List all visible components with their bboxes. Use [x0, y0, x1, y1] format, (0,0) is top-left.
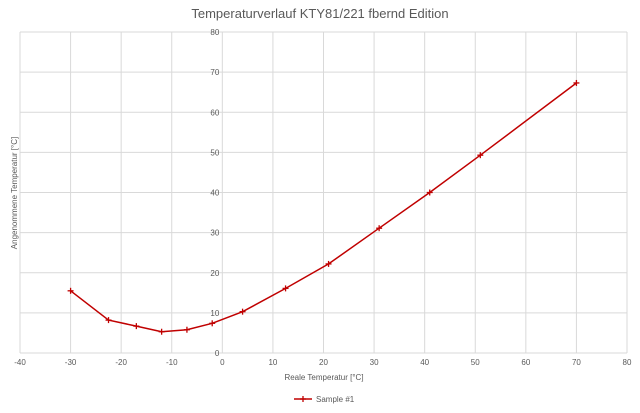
data-point — [282, 285, 289, 292]
y-tick-label: 30 — [210, 229, 219, 238]
x-tick-label: -10 — [166, 358, 178, 367]
x-axis-label: Reale Temperatur [°C] — [284, 373, 363, 382]
legend-entry-sample-1: Sample #1 — [316, 395, 355, 404]
data-point — [239, 308, 246, 315]
data-point — [209, 320, 216, 327]
y-tick-label: 20 — [210, 269, 219, 278]
data-point — [426, 189, 433, 196]
legend-swatch-marker — [300, 396, 306, 402]
x-tick-label: 50 — [471, 358, 480, 367]
y-tick-label: 10 — [210, 309, 219, 318]
data-point — [477, 152, 484, 159]
gridlines — [19, 31, 628, 354]
x-tick-label: 70 — [572, 358, 581, 367]
y-tick-label: 40 — [210, 189, 219, 198]
data-point — [133, 323, 140, 330]
series-sample-1 — [67, 79, 580, 335]
y-tick-label: 70 — [210, 68, 219, 77]
x-tick-label: -30 — [65, 358, 77, 367]
x-tick-labels: -40 -30 -20 -10 0 10 20 30 40 50 60 70 80 — [14, 358, 632, 367]
x-tick-label: 60 — [521, 358, 530, 367]
x-tick-label: -20 — [115, 358, 127, 367]
data-point — [67, 287, 74, 294]
data-point — [105, 317, 112, 324]
data-point — [573, 79, 580, 86]
data-point — [158, 328, 165, 335]
legend: Sample #1 — [294, 395, 355, 404]
data-point — [376, 225, 383, 232]
y-tick-label: 60 — [210, 108, 219, 117]
x-tick-label: -40 — [14, 358, 26, 367]
chart-title: Temperaturverlauf KTY81/221 fbernd Editi… — [191, 6, 448, 21]
x-tick-label: 10 — [268, 358, 277, 367]
x-tick-label: 30 — [370, 358, 379, 367]
y-tick-label: 50 — [210, 148, 219, 157]
data-point — [325, 260, 332, 267]
y-tick-label: 0 — [215, 349, 220, 358]
y-axis-label: Angenommene Temperatur [°C] — [10, 137, 19, 249]
x-tick-label: 80 — [623, 358, 632, 367]
x-tick-label: 0 — [220, 358, 225, 367]
y-tick-label: 80 — [210, 28, 219, 37]
data-point — [183, 326, 190, 333]
x-tick-label: 40 — [420, 358, 429, 367]
x-tick-label: 20 — [319, 358, 328, 367]
y-tick-labels: 0 10 20 30 40 50 60 70 80 — [210, 28, 219, 358]
